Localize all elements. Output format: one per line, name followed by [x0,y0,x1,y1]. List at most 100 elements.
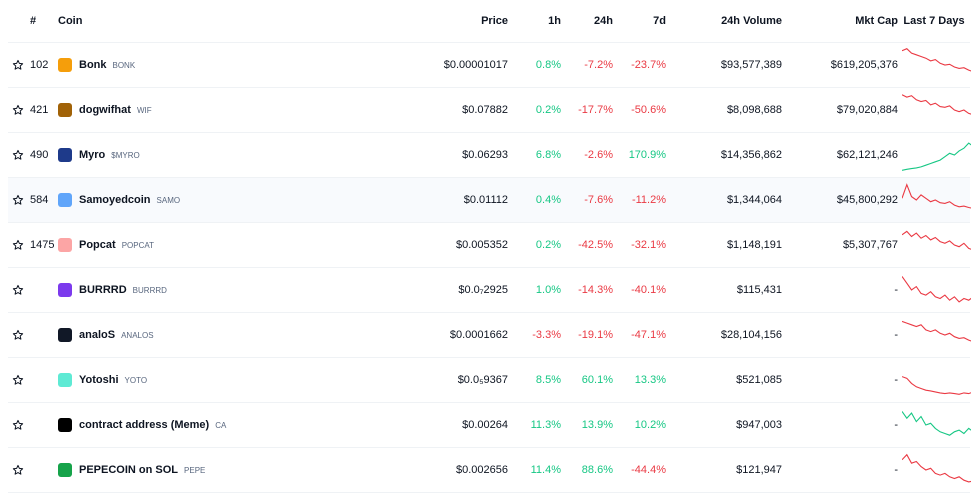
star-icon[interactable] [12,374,24,386]
table-row[interactable]: 1475 Popcat POPCAT $0.005352 0.2% -42.5%… [8,222,971,268]
sparkline-chart [902,411,971,436]
coin-symbol: POPCAT [121,240,154,250]
sparkline [902,94,971,115]
coin-name[interactable]: contract address (Meme) [79,419,210,431]
star-icon[interactable] [12,464,24,476]
coin-symbol: SAMO [156,195,181,205]
sparkline-chart [902,183,971,209]
table-row[interactable]: BURRRD BURRRD $0.0₇2925 1.0% -14.3% -40.… [8,267,971,313]
star-icon[interactable] [12,239,24,251]
coin-logo-icon [58,238,72,252]
coin-name[interactable]: Yotoshi [79,374,119,386]
coin-logo-icon [58,193,72,207]
change-24h: -17.7% [561,87,613,133]
header-price[interactable]: Price [308,0,508,43]
coin-cell[interactable]: Bonk BONK [58,58,308,72]
coin-logo-icon [58,418,72,432]
coin-cell[interactable]: dogwifhat WIF [58,103,308,117]
header-24h[interactable]: 24h [561,0,613,43]
coin-name[interactable]: Myro [79,149,106,161]
star-icon[interactable] [12,59,24,71]
table-row[interactable]: 421 dogwifhat WIF $0.07882 0.2% -17.7% -… [8,87,971,133]
sparkline [902,230,971,250]
volume-24h: $521,085 [666,357,782,403]
coin-name[interactable]: Popcat [79,239,116,251]
change-7d: -47.1% [613,312,666,358]
coin-logo-icon [58,283,72,297]
coin-cell[interactable]: PEPECOIN on SOL PEPE [58,463,308,477]
star-icon[interactable] [12,149,24,161]
coin-cell[interactable]: BURRRD BURRRD [58,283,308,297]
header-1h[interactable]: 1h [508,0,561,43]
header-last-7-days: Last 7 Days [898,0,970,43]
sparkline [902,411,971,436]
star-icon[interactable] [12,194,24,206]
header-coin[interactable]: Coin [58,0,308,43]
change-1h: 0.8% [508,42,561,88]
coin-cell[interactable]: Myro $MYRO [58,148,308,162]
volume-24h: $8,098,688 [666,87,782,133]
table-row[interactable]: contract address (Meme) CA $0.00264 11.3… [8,402,971,448]
header-7d[interactable]: 7d [613,0,666,43]
coin-name[interactable]: dogwifhat [79,104,131,116]
header-mkt-cap[interactable]: Mkt Cap [782,0,898,43]
change-1h: 0.4% [508,177,561,223]
sparkline [902,183,971,209]
star-icon[interactable] [12,284,24,296]
change-1h: 8.5% [508,357,561,403]
price: $0.0₅9367 [308,357,508,403]
table-row[interactable]: 102 Bonk BONK $0.00001017 0.8% -7.2% -23… [8,42,971,88]
coin-symbol: CA [215,420,227,430]
coin-symbol: ANALOS [121,330,154,340]
header-24h-volume[interactable]: 24h Volume [666,0,782,43]
rank-number: 490 [30,149,49,162]
star-icon[interactable] [12,104,24,116]
sparkline-chart [902,230,971,250]
coin-name[interactable]: analoS [79,329,116,341]
sparkline-chart [902,48,971,72]
coin-cell[interactable]: Popcat POPCAT [58,238,308,252]
change-24h: 13.9% [561,402,613,448]
sparkline-chart [902,276,971,303]
coin-cell[interactable]: Yotoshi YOTO [58,373,308,387]
change-24h: -42.5% [561,222,613,268]
price: $0.0001662 [308,312,508,358]
sparkline-chart [902,376,971,395]
coin-symbol: PEPE [184,465,206,475]
sparkline [902,48,971,72]
market-cap: - [782,357,898,403]
coin-name[interactable]: Bonk [79,59,107,71]
star-icon[interactable] [12,419,24,431]
coin-cell[interactable]: analoS ANALOS [58,328,308,342]
sparkline [902,320,971,342]
market-cap: $619,205,376 [782,42,898,88]
table-row[interactable]: Yotoshi YOTO $0.0₅9367 8.5% 60.1% 13.3% … [8,357,971,403]
sparkline-chart [902,320,971,342]
coin-name[interactable]: Samoyedcoin [79,194,151,206]
header-rank[interactable]: # [8,0,58,43]
sparkline [902,453,971,483]
change-7d: -11.2% [613,177,666,223]
market-cap: - [782,312,898,358]
coin-name[interactable]: PEPECOIN on SOL [79,464,179,476]
change-7d: -23.7% [613,42,666,88]
price: $0.01112 [308,177,508,223]
volume-24h: $947,003 [666,402,782,448]
change-24h: -14.3% [561,267,613,313]
table-row[interactable]: 584 Samoyedcoin SAMO $0.01112 0.4% -7.6%… [8,177,971,223]
coin-symbol: WIF [136,105,152,115]
change-24h: -7.6% [561,177,613,223]
change-24h: -7.2% [561,42,613,88]
change-7d: 13.3% [613,357,666,403]
table-row[interactable]: 490 Myro $MYRO $0.06293 6.8% -2.6% 170.9… [8,132,971,178]
table-row[interactable]: PEPECOIN on SOL PEPE $0.002656 11.4% 88.… [8,447,971,493]
change-1h: -3.3% [508,312,561,358]
sparkline-chart [902,453,971,483]
table-row[interactable]: analoS ANALOS $0.0001662 -3.3% -19.1% -4… [8,312,971,358]
coin-cell[interactable]: contract address (Meme) CA [58,418,308,432]
star-icon[interactable] [12,329,24,341]
change-1h: 6.8% [508,132,561,178]
coin-cell[interactable]: Samoyedcoin SAMO [58,193,308,207]
price: $0.005352 [308,222,508,268]
coin-name[interactable]: BURRRD [79,284,127,296]
